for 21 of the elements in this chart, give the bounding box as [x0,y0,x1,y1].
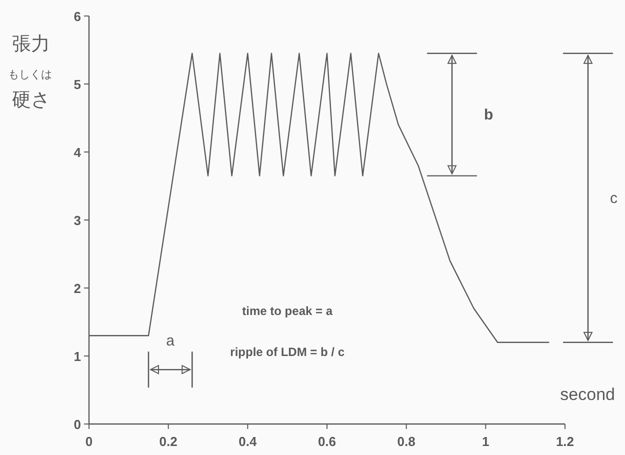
x-tick-label: 0.4 [238,434,258,449]
x-tick-label: 1.2 [556,434,574,449]
x-tick-label: 0.2 [159,434,178,449]
x-axis-title: second [560,385,615,404]
y-tick-label: 3 [74,213,81,228]
annotation: b [484,106,494,124]
y-axis-title: 張力もしくは硬さ [8,33,52,111]
y-tick-label: 5 [74,77,81,92]
x-tick-label: 0 [85,434,93,449]
y-tick-label: 2 [74,281,81,296]
y-tick-label: 6 [74,9,81,24]
y-tick-label: 4 [74,145,82,160]
annotation: ripple of LDM = b / c [230,345,345,359]
text: c [610,190,618,207]
annotation: time to peak = a [242,304,333,318]
annotation: a [166,332,176,350]
x-tick-label: 0.8 [397,434,416,449]
y-tick-label: 1 [74,349,81,364]
x-tick-label: 0.6 [318,434,336,449]
y-tick-label: 0 [74,417,81,432]
x-tick-label: 1 [482,434,490,449]
